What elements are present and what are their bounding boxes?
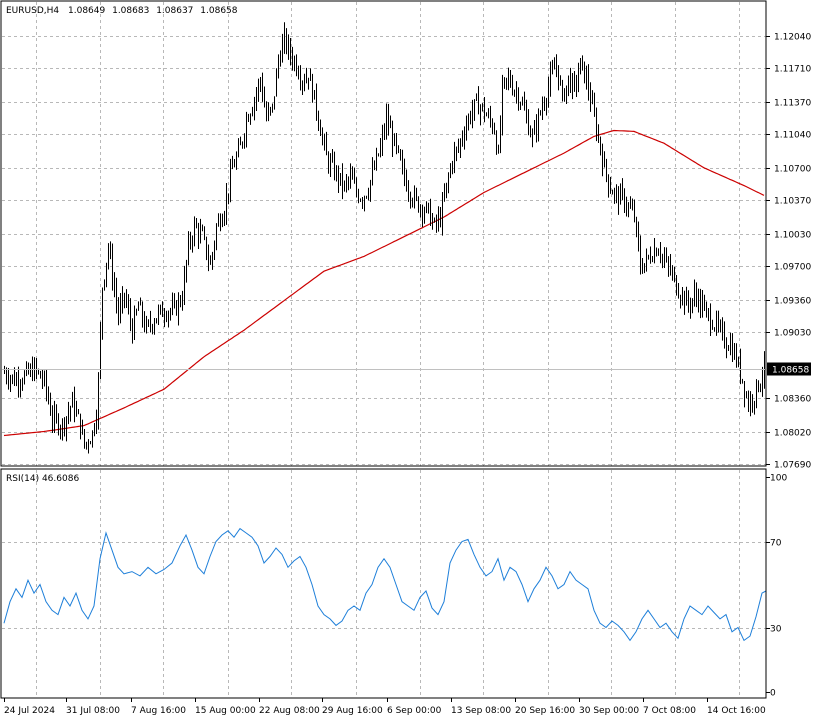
rsi-axis: 100 70 30 0 bbox=[766, 474, 787, 699]
time-tick-label: 30 Sep 00:00 bbox=[579, 706, 639, 716]
price-tick-label: 1.12040 bbox=[774, 33, 811, 43]
price-tick-label: 1.07690 bbox=[774, 461, 811, 471]
time-tick-label: 13 Sep 08:00 bbox=[451, 706, 511, 716]
rsi-panel-frame bbox=[0, 468, 767, 699]
current-price-badge-bg bbox=[767, 362, 811, 376]
ohlc-close: 1.08658 bbox=[200, 6, 237, 16]
price-tick-label: 1.10030 bbox=[774, 231, 811, 241]
price-tick-label: 1.09360 bbox=[774, 297, 811, 307]
time-tick-label: 24 Jul 2024 bbox=[4, 706, 55, 716]
moving-average-layer bbox=[3, 129, 765, 437]
rsi-tick-label: 70 bbox=[770, 539, 782, 549]
moving-average-line bbox=[3, 129, 765, 437]
ohlc-high: 1.08683 bbox=[112, 6, 149, 16]
time-tick-label: 15 Aug 00:00 bbox=[195, 706, 256, 716]
rsi-line bbox=[3, 527, 767, 642]
price-tick-label: 1.08020 bbox=[774, 429, 811, 439]
price-tick-label: 1.11370 bbox=[774, 99, 811, 109]
time-tick-label: 7 Aug 16:00 bbox=[131, 706, 186, 716]
time-axis: 24 Jul 2024 31 Jul 08:00 7 Aug 16:00 15 Aug… bbox=[4, 698, 766, 716]
price-tick-label: 1.10370 bbox=[774, 197, 811, 207]
price-tick-label: 1.11040 bbox=[774, 131, 811, 141]
rsi-tick-label: 100 bbox=[770, 474, 787, 484]
current-price-label: 1.08658 bbox=[772, 366, 809, 376]
panel-frames bbox=[0, 0, 767, 699]
main-panel-frame bbox=[0, 0, 767, 467]
ohlc-low: 1.08637 bbox=[156, 6, 193, 16]
ohlc-open: 1.08649 bbox=[68, 6, 105, 16]
rsi-tick-label: 0 bbox=[770, 689, 776, 699]
time-tick-label: 22 Aug 08:00 bbox=[259, 706, 320, 716]
price-tick-label: 1.08360 bbox=[774, 395, 811, 405]
rsi-grid bbox=[2, 470, 766, 698]
main-chart-title: EURUSD,H4 1.08649 1.08683 1.08637 1.0865… bbox=[6, 6, 238, 16]
time-tick-label: 29 Aug 16:00 bbox=[322, 706, 383, 716]
price-tick-label: 1.10700 bbox=[774, 165, 811, 175]
time-tick-label: 7 Oct 08:00 bbox=[643, 706, 696, 716]
time-tick-label: 14 Oct 16:00 bbox=[707, 706, 766, 716]
price-axis: 1.12040 1.11710 1.11370 1.11040 1.10700 1.103… bbox=[766, 33, 811, 471]
time-tick-label: 6 Sep 00:00 bbox=[387, 706, 442, 716]
rsi-title: RSI(14) 46.6086 bbox=[6, 474, 79, 484]
symbol-timeframe: EURUSD,H4 bbox=[6, 6, 59, 16]
ohlc-bars-layer bbox=[2, 22, 766, 454]
price-tick-label: 1.09030 bbox=[774, 329, 811, 339]
rsi-tick-label: 30 bbox=[770, 625, 782, 635]
time-tick-label: 31 Jul 08:00 bbox=[66, 706, 120, 716]
current-price-badge: 1.08658 bbox=[767, 362, 811, 376]
rsi-line-layer bbox=[3, 527, 767, 642]
price-tick-label: 1.11710 bbox=[774, 65, 811, 75]
time-tick-label: 20 Sep 16:00 bbox=[515, 706, 575, 716]
price-tick-label: 1.09700 bbox=[774, 263, 811, 273]
